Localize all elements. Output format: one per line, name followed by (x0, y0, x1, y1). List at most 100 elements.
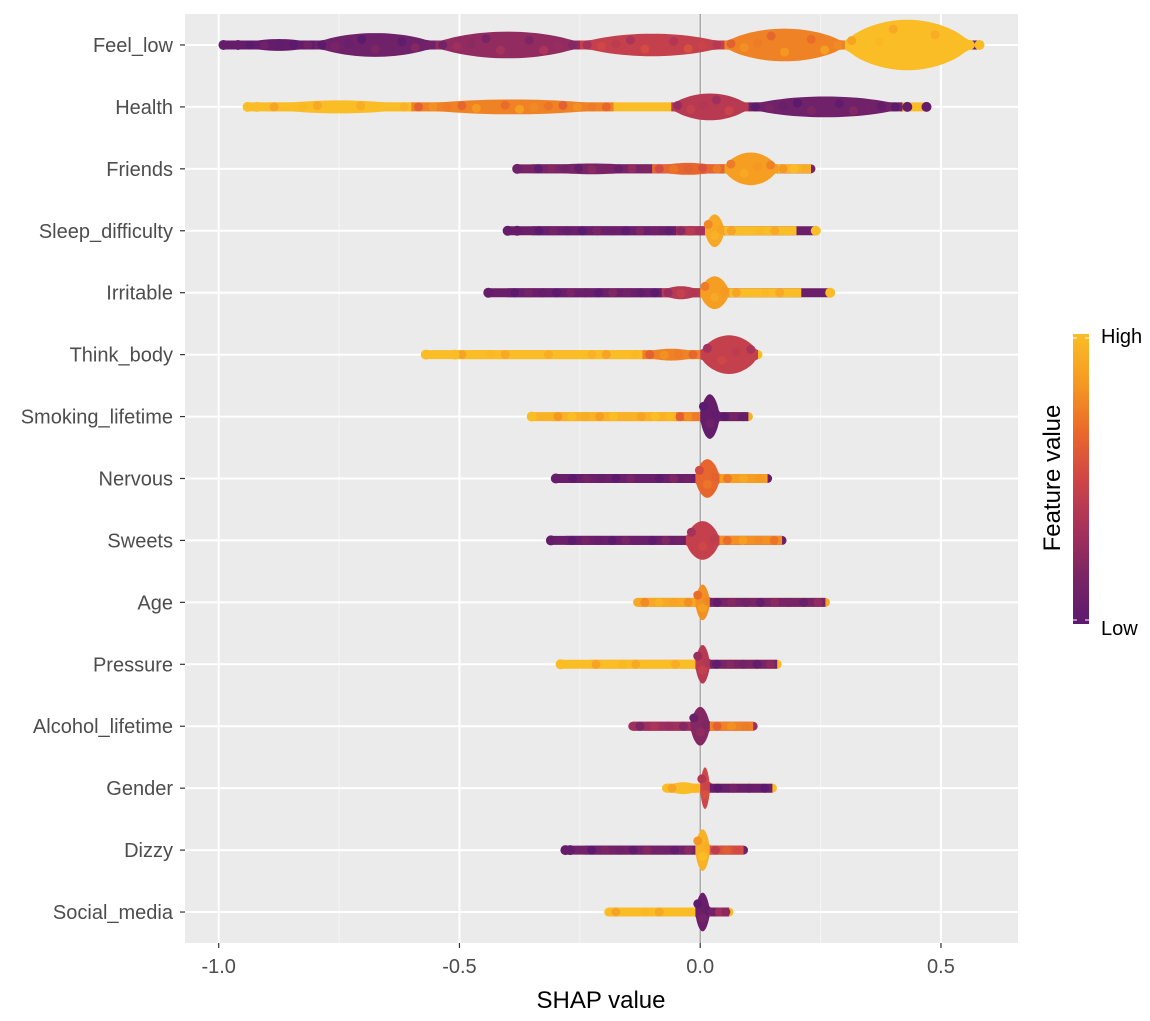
swarm-point (611, 474, 621, 483)
swarm-point (548, 226, 558, 236)
swarm-point (711, 845, 720, 855)
swarm-pressure (555, 645, 782, 684)
swarm-point (245, 40, 255, 50)
swarm-point (709, 534, 719, 544)
swarm-point (700, 281, 710, 291)
swarm-segment (719, 535, 783, 545)
swarm-point (457, 101, 467, 111)
swarm-point (622, 412, 632, 422)
swarm-point (611, 39, 621, 49)
swarm-point (675, 412, 685, 422)
swarm-point (486, 350, 496, 360)
swarm-segment (642, 348, 701, 361)
swarm-point (669, 907, 679, 917)
swarm-point (654, 40, 664, 50)
swarm-point (669, 474, 679, 483)
swarm-point (741, 721, 751, 731)
swarm-point (298, 102, 308, 112)
swarm-point (669, 36, 679, 46)
swarm-point (580, 288, 590, 298)
swarm-point (683, 597, 693, 607)
swarm-point (890, 102, 900, 112)
swarm-point (792, 98, 802, 108)
swarm-age (633, 584, 830, 621)
swarm-point (712, 164, 722, 174)
outlier-point (218, 39, 229, 50)
swarm-point (834, 99, 844, 108)
swarm-point (683, 44, 693, 54)
swarm-point (669, 164, 679, 174)
outlier-point (233, 39, 243, 50)
swarm-point (695, 226, 705, 236)
swarm-point (671, 659, 680, 669)
legend-color-bar (1073, 334, 1089, 624)
swarm-point (697, 774, 707, 784)
legend-high-label: High (1101, 326, 1142, 348)
swarm-point (874, 37, 884, 47)
swarm-point (737, 102, 747, 112)
swarm-point (636, 288, 646, 298)
swarm-point (288, 39, 298, 49)
outlier-point (565, 845, 576, 856)
swarm-point (384, 40, 394, 50)
swarm-point (341, 102, 351, 112)
swarm-point (755, 226, 765, 236)
swarm-point (711, 472, 720, 482)
swarm-point (888, 24, 898, 34)
swarm-point (766, 160, 776, 170)
swarm-point (515, 350, 525, 360)
swarm-point (471, 350, 481, 360)
swarm-point (727, 721, 736, 731)
swarm-point (640, 907, 650, 917)
swarm-point (645, 350, 655, 360)
y-tick-label: Social_media (53, 902, 174, 924)
x-tick-label: 0.0 (686, 956, 714, 978)
y-tick-label: Alcohol_lifetime (33, 716, 173, 738)
swarm-point (625, 474, 635, 483)
swarm-point (274, 40, 284, 50)
swarm-point (640, 164, 650, 174)
swarm-point (705, 419, 715, 429)
swarm-point (689, 713, 699, 723)
swarm-point (726, 159, 736, 169)
swarm-point (716, 225, 726, 234)
swarm-point (647, 535, 657, 545)
swarm-point (861, 45, 870, 55)
y-tick-label: Smoking_lifetime (21, 407, 173, 429)
y-tick-label: Dizzy (124, 840, 173, 862)
swarm-point (510, 288, 520, 298)
swarm-point (686, 226, 696, 236)
swarm-point (438, 40, 448, 50)
swarm-point (760, 783, 770, 793)
y-tick-label: Age (137, 592, 173, 614)
swarm-segment (589, 659, 696, 669)
swarm-point (597, 474, 606, 483)
x-tick-label: -1.0 (201, 956, 235, 978)
swarm-point (568, 474, 578, 483)
swarm-point (775, 288, 785, 298)
swarm-point (727, 226, 736, 236)
swarm-point (793, 40, 803, 50)
swarm-point (664, 412, 674, 422)
swarm-point (746, 288, 756, 298)
swarm-point (698, 100, 708, 110)
swarm-point (784, 226, 794, 236)
swarm-point (702, 720, 712, 730)
swarm-point (708, 907, 718, 917)
swarm-point (764, 103, 774, 113)
swarm-point (703, 220, 713, 229)
swarm-point (385, 102, 395, 112)
swarm-point (609, 412, 618, 422)
swarm-segment (608, 907, 696, 917)
swarm-segment (724, 152, 778, 186)
swarm-point (634, 535, 644, 545)
outlier-point (252, 101, 263, 112)
swarm-point (691, 412, 701, 422)
swarm-point (916, 40, 926, 50)
legend-low-label: Low (1101, 618, 1138, 640)
y-tick-label: Health (115, 97, 173, 119)
swarm-point (702, 658, 712, 668)
swarm-point (693, 899, 703, 909)
x-axis-tick-labels: -1.0 -0.5 0.0 0.5 (201, 943, 955, 978)
swarm-point (667, 783, 677, 793)
